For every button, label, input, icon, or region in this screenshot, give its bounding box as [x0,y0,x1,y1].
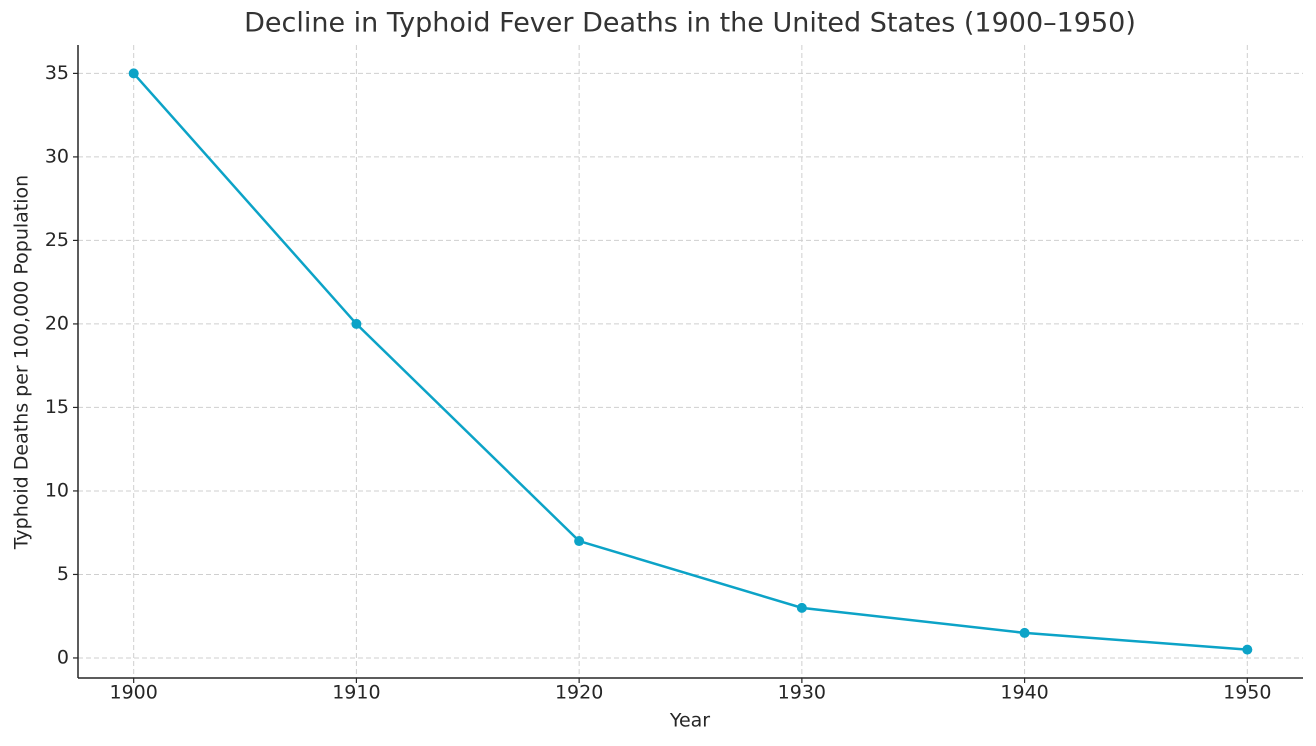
series-line [132,72,1248,651]
y-tick-label: 15 [45,396,69,418]
x-tick-label: 1900 [110,682,158,704]
x-tick-label: 1950 [1223,682,1271,704]
data-point [128,68,139,79]
y-axis-label: Typhoid Deaths per 100,000 Population [11,175,33,550]
y-tick-label: 5 [57,563,69,585]
x-tick-label: 1930 [778,682,826,704]
chart-title: Decline in Typhoid Fever Deaths in the U… [244,8,1136,39]
data-point [796,602,807,613]
data-point [1019,627,1030,638]
y-tick-label: 35 [45,62,69,84]
x-tick-label: 1940 [1000,682,1048,704]
y-tick-label: 30 [45,145,69,167]
x-axis-label: Year [669,710,710,732]
data-point [1242,644,1253,655]
x-tick-label: 1920 [555,682,603,704]
y-tick-label: 0 [57,646,69,668]
y-tick-label: 20 [45,312,69,334]
x-tick-label: 1910 [332,682,380,704]
data-point [574,536,585,547]
y-tick-label: 10 [45,479,69,501]
y-tick-label: 25 [45,229,69,251]
data-point [351,318,362,329]
